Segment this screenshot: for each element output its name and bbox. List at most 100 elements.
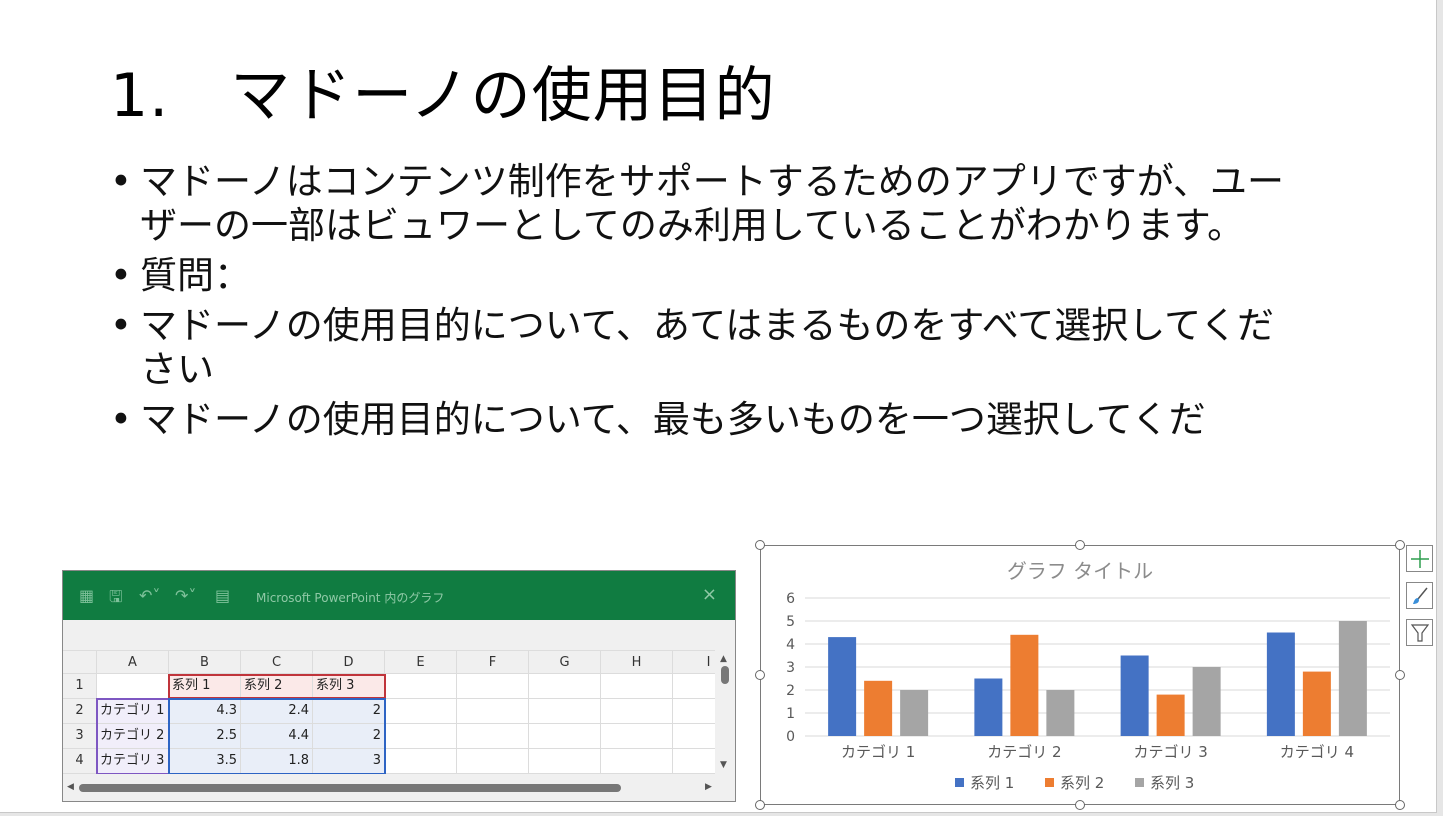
cell[interactable] — [601, 724, 673, 749]
resize-handle[interactable] — [1395, 800, 1405, 810]
column-header[interactable]: F — [457, 651, 529, 674]
bullet-list[interactable]: マドーノはコンテンツ制作をサポートするためのアプリですが、ユーザーの一部はビュワ… — [110, 160, 1310, 448]
cell[interactable] — [385, 674, 457, 699]
bar-1-4[interactable] — [1266, 632, 1295, 737]
resize-handle[interactable] — [1075, 540, 1085, 550]
cell[interactable] — [529, 674, 601, 699]
row-header[interactable]: 3 — [63, 724, 97, 749]
select-all-corner[interactable] — [63, 651, 97, 674]
cell[interactable] — [673, 699, 715, 724]
cell[interactable] — [457, 749, 529, 774]
excel-data-window[interactable]: ▦ 🖫 ↶˅ ↷˅ ▤ Microsoft PowerPoint 内のグラフ ×… — [62, 570, 736, 802]
resize-handle[interactable] — [755, 800, 765, 810]
bar-2-3[interactable] — [1156, 694, 1185, 736]
cell[interactable]: 系列 3 — [313, 674, 385, 699]
cell[interactable]: カテゴリ 1 — [97, 699, 169, 724]
resize-handle[interactable] — [1395, 540, 1405, 550]
bar-1-2[interactable] — [974, 678, 1003, 737]
filter-icon — [1410, 623, 1429, 642]
legend-entry[interactable]: 系列 2 — [1060, 774, 1104, 792]
cell[interactable]: カテゴリ 3 — [97, 749, 169, 774]
cell[interactable] — [457, 699, 529, 724]
bar-1-3[interactable] — [1120, 655, 1149, 737]
cell[interactable] — [385, 699, 457, 724]
column-header[interactable]: H — [601, 651, 673, 674]
y-tick-label: 4 — [786, 637, 795, 653]
cell[interactable]: 系列 1 — [169, 674, 241, 699]
horizontal-scrollbar[interactable]: ◀ ▶ — [63, 777, 717, 799]
cell[interactable] — [529, 724, 601, 749]
x-tick-label: カテゴリ 4 — [1280, 743, 1354, 761]
undo-icon[interactable]: ↶˅ — [139, 586, 161, 605]
redo-icon[interactable]: ↷˅ — [175, 586, 197, 605]
cell[interactable] — [601, 699, 673, 724]
cell[interactable] — [529, 749, 601, 774]
cell[interactable]: 1.8 — [241, 749, 313, 774]
cell[interactable]: 2 — [313, 724, 385, 749]
bullet-item: 質問： — [110, 254, 1310, 298]
row-header[interactable]: 4 — [63, 749, 97, 774]
column-header[interactable]: I — [673, 651, 715, 674]
cell[interactable]: 4.3 — [169, 699, 241, 724]
bullet-item: マドーノの使用目的について、最も多いものを一つ選択してくだ — [110, 398, 1310, 442]
vertical-scrollbar[interactable]: ▲ ▼ — [715, 650, 735, 774]
edit-in-excel-icon[interactable]: ▤ — [215, 586, 231, 605]
cell[interactable] — [673, 724, 715, 749]
x-tick-label: カテゴリ 2 — [987, 743, 1061, 761]
x-tick-label: カテゴリ 3 — [1133, 743, 1207, 761]
cell[interactable] — [457, 674, 529, 699]
y-tick-label: 1 — [786, 706, 795, 722]
bullet-item: マドーノの使用目的について、あてはまるものをすべて選択してください — [110, 304, 1310, 392]
cell[interactable] — [385, 749, 457, 774]
cell[interactable] — [529, 699, 601, 724]
row-header[interactable]: 2 — [63, 699, 97, 724]
cell[interactable]: 4.4 — [241, 724, 313, 749]
cell[interactable] — [601, 674, 673, 699]
bar-3-1[interactable] — [900, 690, 929, 736]
cell[interactable]: 2 — [313, 699, 385, 724]
cell[interactable]: 系列 2 — [241, 674, 313, 699]
cell[interactable]: カテゴリ 2 — [97, 724, 169, 749]
chart-title[interactable]: グラフ タイトル — [1007, 559, 1153, 583]
column-header[interactable]: G — [529, 651, 601, 674]
cell[interactable] — [97, 674, 169, 699]
cell[interactable] — [457, 724, 529, 749]
cell[interactable] — [385, 724, 457, 749]
resize-handle[interactable] — [1395, 670, 1405, 680]
bar-3-4[interactable] — [1338, 621, 1367, 736]
legend-entry[interactable]: 系列 3 — [1150, 774, 1194, 792]
bar-3-3[interactable] — [1192, 667, 1221, 736]
resize-handle[interactable] — [755, 540, 765, 550]
spreadsheet-grid[interactable]: A B C D E F G H I 1 系列 1 系列 2 系列 3 2 カテゴリ 1 4.3 2.4 2 3 カテゴ… — [63, 650, 715, 774]
cell[interactable]: 2.5 — [169, 724, 241, 749]
slide-title[interactable]: 1. マドーノの使用目的 — [110, 61, 776, 131]
cell[interactable] — [673, 674, 715, 699]
cell[interactable] — [601, 749, 673, 774]
brush-icon — [1412, 587, 1428, 604]
resize-handle[interactable] — [1075, 800, 1085, 810]
row-header[interactable]: 1 — [63, 674, 97, 699]
close-button[interactable]: × — [701, 584, 717, 605]
column-header[interactable]: C — [241, 651, 313, 674]
chart-filters-button[interactable] — [1406, 619, 1433, 646]
bar-3-2[interactable] — [1046, 690, 1075, 736]
column-header[interactable]: E — [385, 651, 457, 674]
bar-1-1[interactable] — [828, 637, 857, 736]
column-header[interactable]: A — [97, 651, 169, 674]
bar-2-2[interactable] — [1010, 634, 1039, 736]
cell[interactable] — [673, 749, 715, 774]
save-icon[interactable]: 🖫 — [109, 587, 123, 606]
bar-2-1[interactable] — [864, 680, 893, 736]
cell[interactable]: 3 — [313, 749, 385, 774]
cell[interactable]: 3.5 — [169, 749, 241, 774]
chart-elements-button[interactable] — [1406, 545, 1433, 572]
legend-entry[interactable]: 系列 1 — [970, 774, 1014, 792]
bar-2-4[interactable] — [1302, 671, 1331, 736]
column-header[interactable]: D — [313, 651, 385, 674]
legend-marker — [1135, 778, 1144, 787]
cell[interactable]: 2.4 — [241, 699, 313, 724]
chart-styles-button[interactable] — [1406, 582, 1433, 609]
resize-handle[interactable] — [755, 670, 765, 680]
column-header[interactable]: B — [169, 651, 241, 674]
